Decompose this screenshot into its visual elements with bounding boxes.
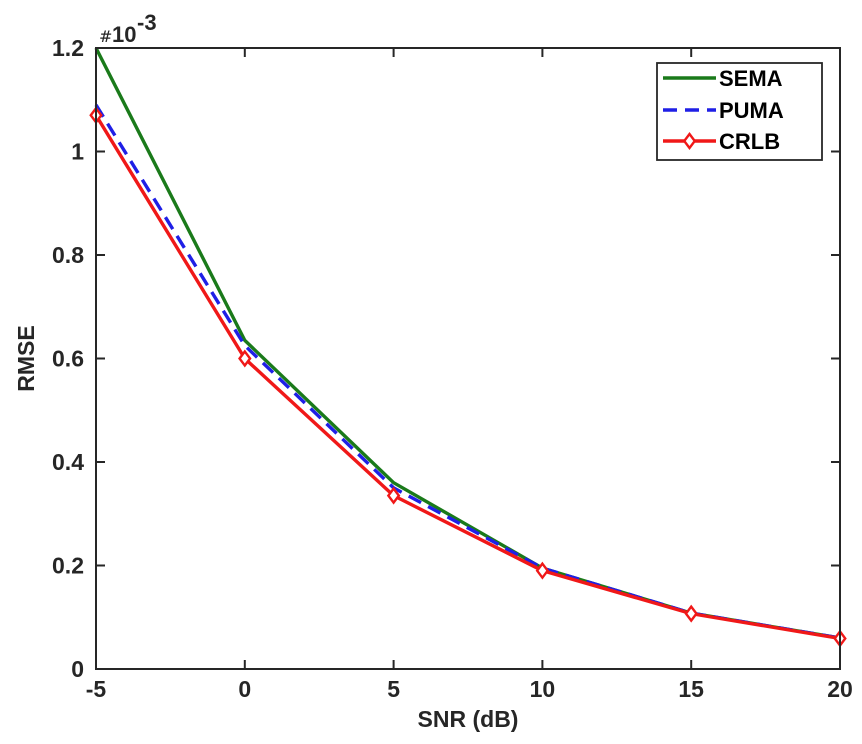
y-tick-label: 0.6	[52, 346, 84, 372]
x-tick-label: 10	[530, 676, 556, 702]
x-tick-label: -5	[86, 676, 107, 702]
y-multiplier-prefix: #	[99, 27, 112, 46]
legend-label-crlb: CRLB	[719, 129, 780, 154]
legend-marker-crlb	[682, 132, 697, 150]
data-point-crlb	[684, 604, 698, 623]
y-tick-label: 0	[71, 656, 84, 682]
x-tick-label: 15	[678, 676, 704, 702]
y-tick-label: 1.2	[52, 35, 84, 61]
y-tick-label: 1	[71, 139, 84, 165]
series-line-crlb	[94, 114, 841, 641]
y-tick-label: 0.2	[52, 553, 84, 579]
data-point-crlb	[535, 561, 550, 580]
legend-label-sema: SEMA	[719, 66, 783, 91]
y-multiplier-exponent: -3	[137, 10, 157, 35]
y-axis-label: RMSE	[13, 325, 39, 391]
x-tick-label: 0	[238, 676, 251, 702]
data-point-crlb	[238, 349, 252, 368]
x-tick-label: 5	[387, 676, 400, 702]
y-tick-label: 0.4	[52, 449, 84, 475]
legend-label-puma: PUMA	[719, 98, 784, 123]
data-point-crlb	[386, 486, 401, 505]
y-multiplier-base: 10	[112, 22, 136, 47]
y-tick-label: 0.8	[52, 242, 84, 268]
x-axis-label: SNR (dB)	[418, 706, 519, 732]
axes-group	[95, 47, 841, 670]
x-tick-label: 20	[827, 676, 853, 702]
series-group	[89, 47, 847, 648]
legend: SEMA PUMA CRLB	[656, 62, 823, 161]
